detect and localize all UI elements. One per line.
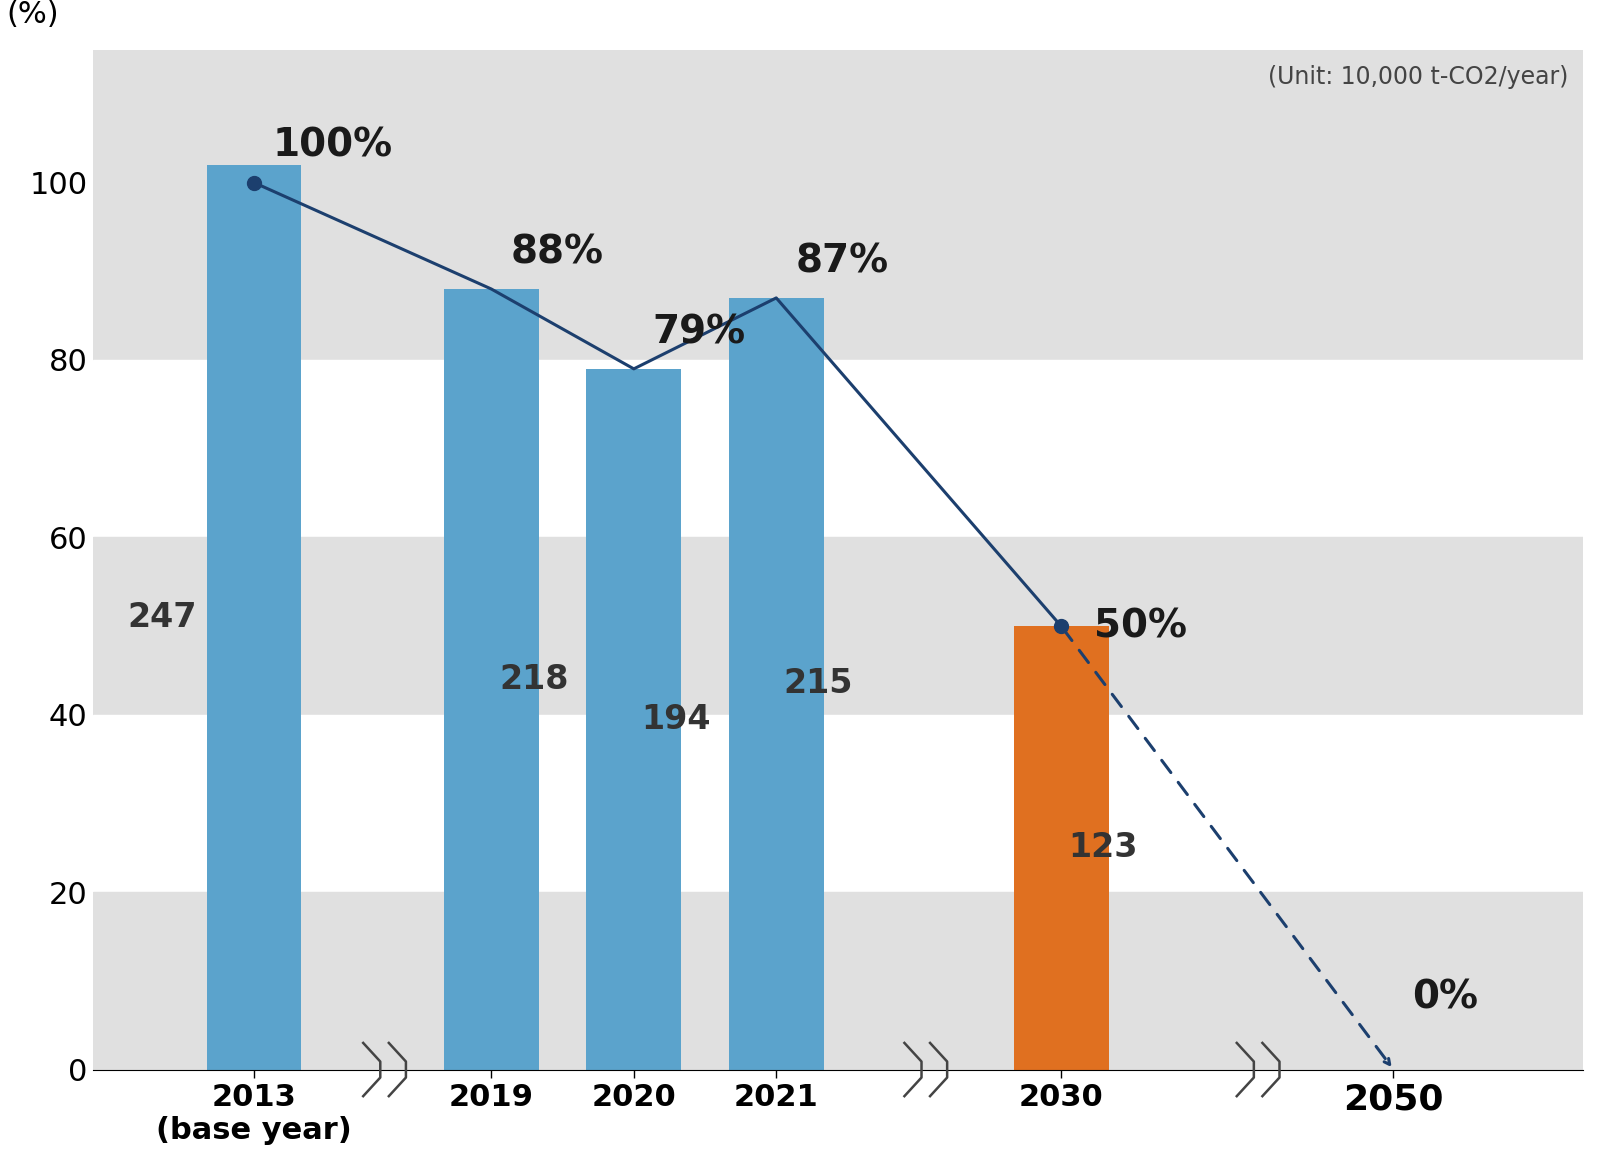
Bar: [728, 297, 824, 1069]
Y-axis label: (%): (%): [6, 0, 59, 29]
Text: 87%: 87%: [795, 242, 888, 280]
Bar: [93, 50, 1584, 360]
Bar: [93, 537, 1584, 715]
Bar: [93, 360, 1584, 537]
Text: 88%: 88%: [510, 234, 603, 271]
Bar: [93, 715, 1584, 892]
Bar: [206, 165, 301, 1069]
Text: (Unit: 10,000 t-CO2/year): (Unit: 10,000 t-CO2/year): [1269, 65, 1568, 88]
Text: 50%: 50%: [1094, 607, 1187, 645]
Text: 247: 247: [128, 601, 197, 633]
Text: 218: 218: [499, 662, 568, 696]
Text: 79%: 79%: [653, 313, 746, 351]
Bar: [443, 289, 539, 1069]
Bar: [586, 368, 682, 1069]
Text: 0%: 0%: [1413, 978, 1478, 1017]
Text: 100%: 100%: [274, 127, 394, 165]
Text: 215: 215: [784, 667, 853, 701]
Text: 123: 123: [1069, 831, 1138, 865]
Bar: [1014, 626, 1109, 1069]
Bar: [93, 892, 1584, 1069]
Text: 194: 194: [642, 703, 710, 736]
